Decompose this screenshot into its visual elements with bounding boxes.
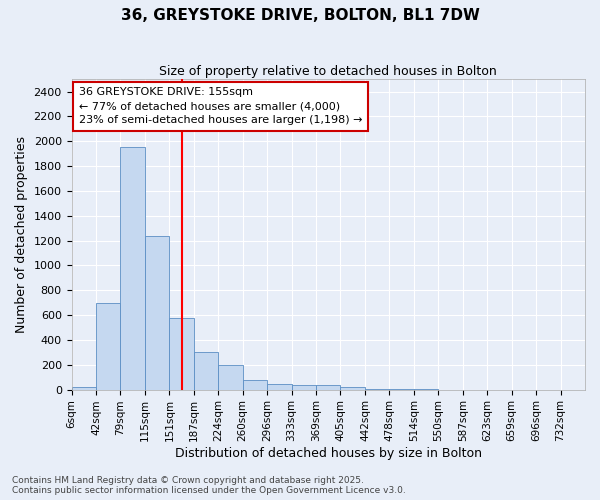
Text: 36, GREYSTOKE DRIVE, BOLTON, BL1 7DW: 36, GREYSTOKE DRIVE, BOLTON, BL1 7DW: [121, 8, 479, 22]
Bar: [292, 386, 316, 390]
Bar: [414, 389, 438, 390]
X-axis label: Distribution of detached houses by size in Bolton: Distribution of detached houses by size …: [175, 447, 482, 460]
Bar: [71, 387, 96, 390]
Bar: [242, 380, 267, 390]
Bar: [267, 384, 292, 390]
Bar: [194, 352, 218, 390]
Title: Size of property relative to detached houses in Bolton: Size of property relative to detached ho…: [160, 65, 497, 78]
Bar: [145, 236, 169, 390]
Bar: [218, 365, 242, 390]
Bar: [169, 318, 194, 390]
Bar: [96, 302, 121, 390]
Text: 36 GREYSTOKE DRIVE: 155sqm
← 77% of detached houses are smaller (4,000)
23% of s: 36 GREYSTOKE DRIVE: 155sqm ← 77% of deta…: [79, 88, 362, 126]
Text: Contains HM Land Registry data © Crown copyright and database right 2025.
Contai: Contains HM Land Registry data © Crown c…: [12, 476, 406, 495]
Bar: [121, 148, 145, 390]
Y-axis label: Number of detached properties: Number of detached properties: [15, 136, 28, 333]
Bar: [316, 386, 340, 390]
Bar: [340, 387, 365, 390]
Bar: [389, 389, 414, 390]
Bar: [365, 389, 389, 390]
